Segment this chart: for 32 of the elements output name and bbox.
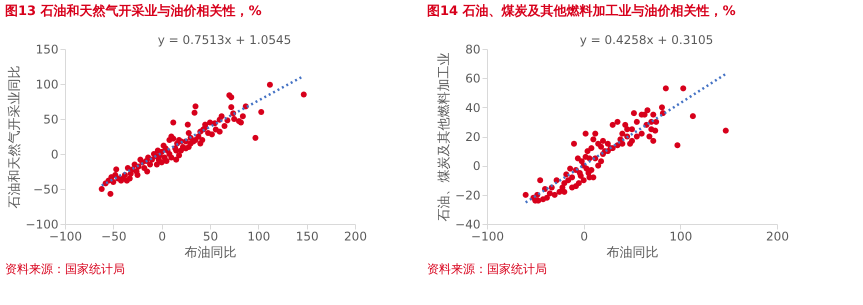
text: 资料来源：国家统计局	[5, 262, 125, 276]
x-tick-label: 0	[580, 230, 588, 244]
chart-title: 图13 石油和天然气开采业与油价相关性，%	[5, 3, 262, 19]
x-tick-label: 150	[296, 230, 319, 244]
x-tick-label: 0	[158, 230, 166, 244]
y-tick-label: 40	[465, 100, 480, 115]
y-axis-title: 石油、煤炭及其他燃料加工业	[437, 52, 452, 222]
x-axis-title: 布油同比	[184, 246, 236, 260]
y-tick-label: 100	[36, 78, 58, 92]
y-tick-label: 150	[36, 42, 58, 56]
y-tick-label: −40	[455, 218, 480, 232]
y-tick-label: 60	[465, 72, 480, 86]
x-tick-label: 200	[766, 230, 789, 244]
text: 资料来源：国家统计局	[427, 262, 547, 276]
x-tick-label: 100	[247, 230, 270, 244]
chart-title: 图14 石油、煤炭及其他燃料加工业与油价相关性，%	[427, 3, 736, 19]
x-axis-title: 布油同比	[606, 246, 658, 260]
x-tick-label: 100	[669, 230, 692, 244]
y-tick-label: 0	[472, 159, 480, 174]
y-tick-label: −100	[26, 218, 58, 232]
y-tick-label: 50	[43, 112, 58, 126]
y-axis-title: 石油和天然气开采业同比	[8, 66, 23, 208]
x-tick-label: −50	[101, 230, 126, 244]
x-tick-label: 200	[344, 230, 367, 244]
text: y = 0.4258x + 0.3105	[580, 33, 714, 47]
y-tick-label: 0	[50, 148, 58, 162]
text: y = 0.7513x + 1.0545	[158, 33, 292, 47]
y-tick-label: −50	[33, 182, 58, 196]
y-tick-label: −20	[455, 188, 480, 202]
y-tick-label: 80	[465, 42, 480, 56]
y-tick-label: 20	[465, 130, 480, 144]
x-tick-label: 50	[202, 230, 218, 244]
